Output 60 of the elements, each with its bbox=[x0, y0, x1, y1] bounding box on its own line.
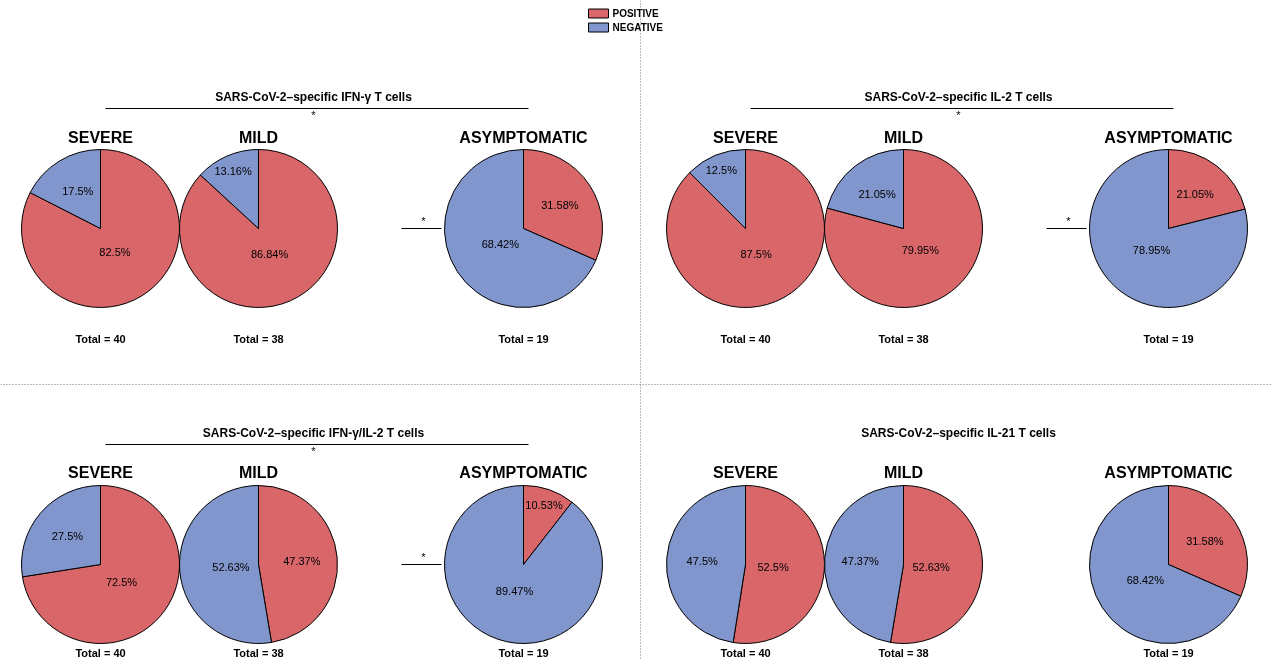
text: SEVERE bbox=[68, 129, 134, 146]
data-label: 89.47% bbox=[495, 584, 534, 597]
data-label: 87.5% bbox=[740, 248, 772, 261]
data-label: 31.58% bbox=[1186, 534, 1224, 547]
data-label: 52.63% bbox=[912, 560, 950, 573]
data-label: 52.5% bbox=[757, 560, 789, 573]
text: Total = 38 bbox=[878, 646, 929, 659]
text: Total = 38 bbox=[233, 646, 284, 659]
data-label: 31.58% bbox=[541, 198, 579, 211]
text: * bbox=[1066, 214, 1072, 227]
data-label: 47.37% bbox=[283, 554, 321, 567]
chart-title: SARS-CoV-2–specific IFN-γ/IL-2 T cells bbox=[202, 425, 425, 440]
chart-subtitle: ASYMPTOMATIC bbox=[1104, 129, 1234, 146]
data-label: 68.42% bbox=[481, 237, 520, 250]
chart-subtitle: ASYMPTOMATIC bbox=[459, 129, 589, 146]
text: * bbox=[311, 108, 317, 121]
text: Total = 40 bbox=[720, 332, 771, 345]
data-label: 13.16% bbox=[214, 164, 252, 177]
text: Total = 40 bbox=[75, 332, 126, 345]
chart-subtitle: ASYMPTOMATIC bbox=[459, 464, 589, 481]
data-label: 17.5% bbox=[62, 185, 94, 198]
chart-subtitle: SEVERE bbox=[713, 129, 779, 146]
data-label: 47.5% bbox=[686, 555, 718, 568]
chart-subtitle: SEVERE bbox=[713, 464, 779, 481]
data-label: 21.05% bbox=[858, 188, 896, 201]
text: Total = 38 bbox=[878, 332, 929, 345]
data-label: 86.84% bbox=[250, 247, 289, 260]
data-label: 21.05% bbox=[1176, 188, 1215, 201]
chart-subtitle: ASYMPTOMATIC bbox=[1104, 464, 1234, 481]
text: * bbox=[311, 444, 317, 457]
legend-label: NEGATIVE bbox=[612, 22, 664, 33]
data-label: 47.37% bbox=[841, 554, 880, 567]
data-label: 10.53% bbox=[525, 498, 563, 511]
data-label: 12.5% bbox=[705, 164, 738, 177]
chart-subtitle: MILD bbox=[238, 464, 279, 481]
text: Total = 19 bbox=[1143, 332, 1194, 345]
legend-label: POSITIVE bbox=[612, 8, 659, 19]
text: Total = 38 bbox=[233, 332, 284, 345]
chart-title: SARS-CoV-2–specific IFN-γ T cells bbox=[215, 89, 413, 104]
data-label: 79.95% bbox=[901, 244, 940, 257]
text: Total = 19 bbox=[1143, 646, 1194, 659]
chart-subtitle: MILD bbox=[883, 464, 924, 481]
text: Total = 40 bbox=[720, 646, 771, 659]
chart-title: SARS-CoV-2–specific IL-21 T cells bbox=[861, 425, 1057, 440]
text: * bbox=[421, 550, 427, 563]
text: Total = 40 bbox=[75, 646, 126, 659]
chart-title: SARS-CoV-2–specific IL-2 T cells bbox=[864, 89, 1053, 104]
chart-subtitle: MILD bbox=[238, 129, 279, 146]
data-label: 52.63% bbox=[212, 560, 250, 573]
text: Total = 19 bbox=[498, 332, 549, 345]
chart-subtitle: MILD bbox=[883, 129, 924, 146]
data-label: 72.5% bbox=[105, 576, 138, 589]
chart-subtitle: SEVERE bbox=[68, 464, 134, 481]
text: * bbox=[956, 108, 962, 121]
data-label: 82.5% bbox=[99, 246, 131, 259]
text: * bbox=[421, 214, 427, 227]
data-label: 68.42% bbox=[1126, 573, 1165, 586]
text: Total = 19 bbox=[498, 646, 549, 659]
data-label: 78.95% bbox=[1132, 244, 1171, 257]
data-label: 27.5% bbox=[51, 530, 84, 543]
